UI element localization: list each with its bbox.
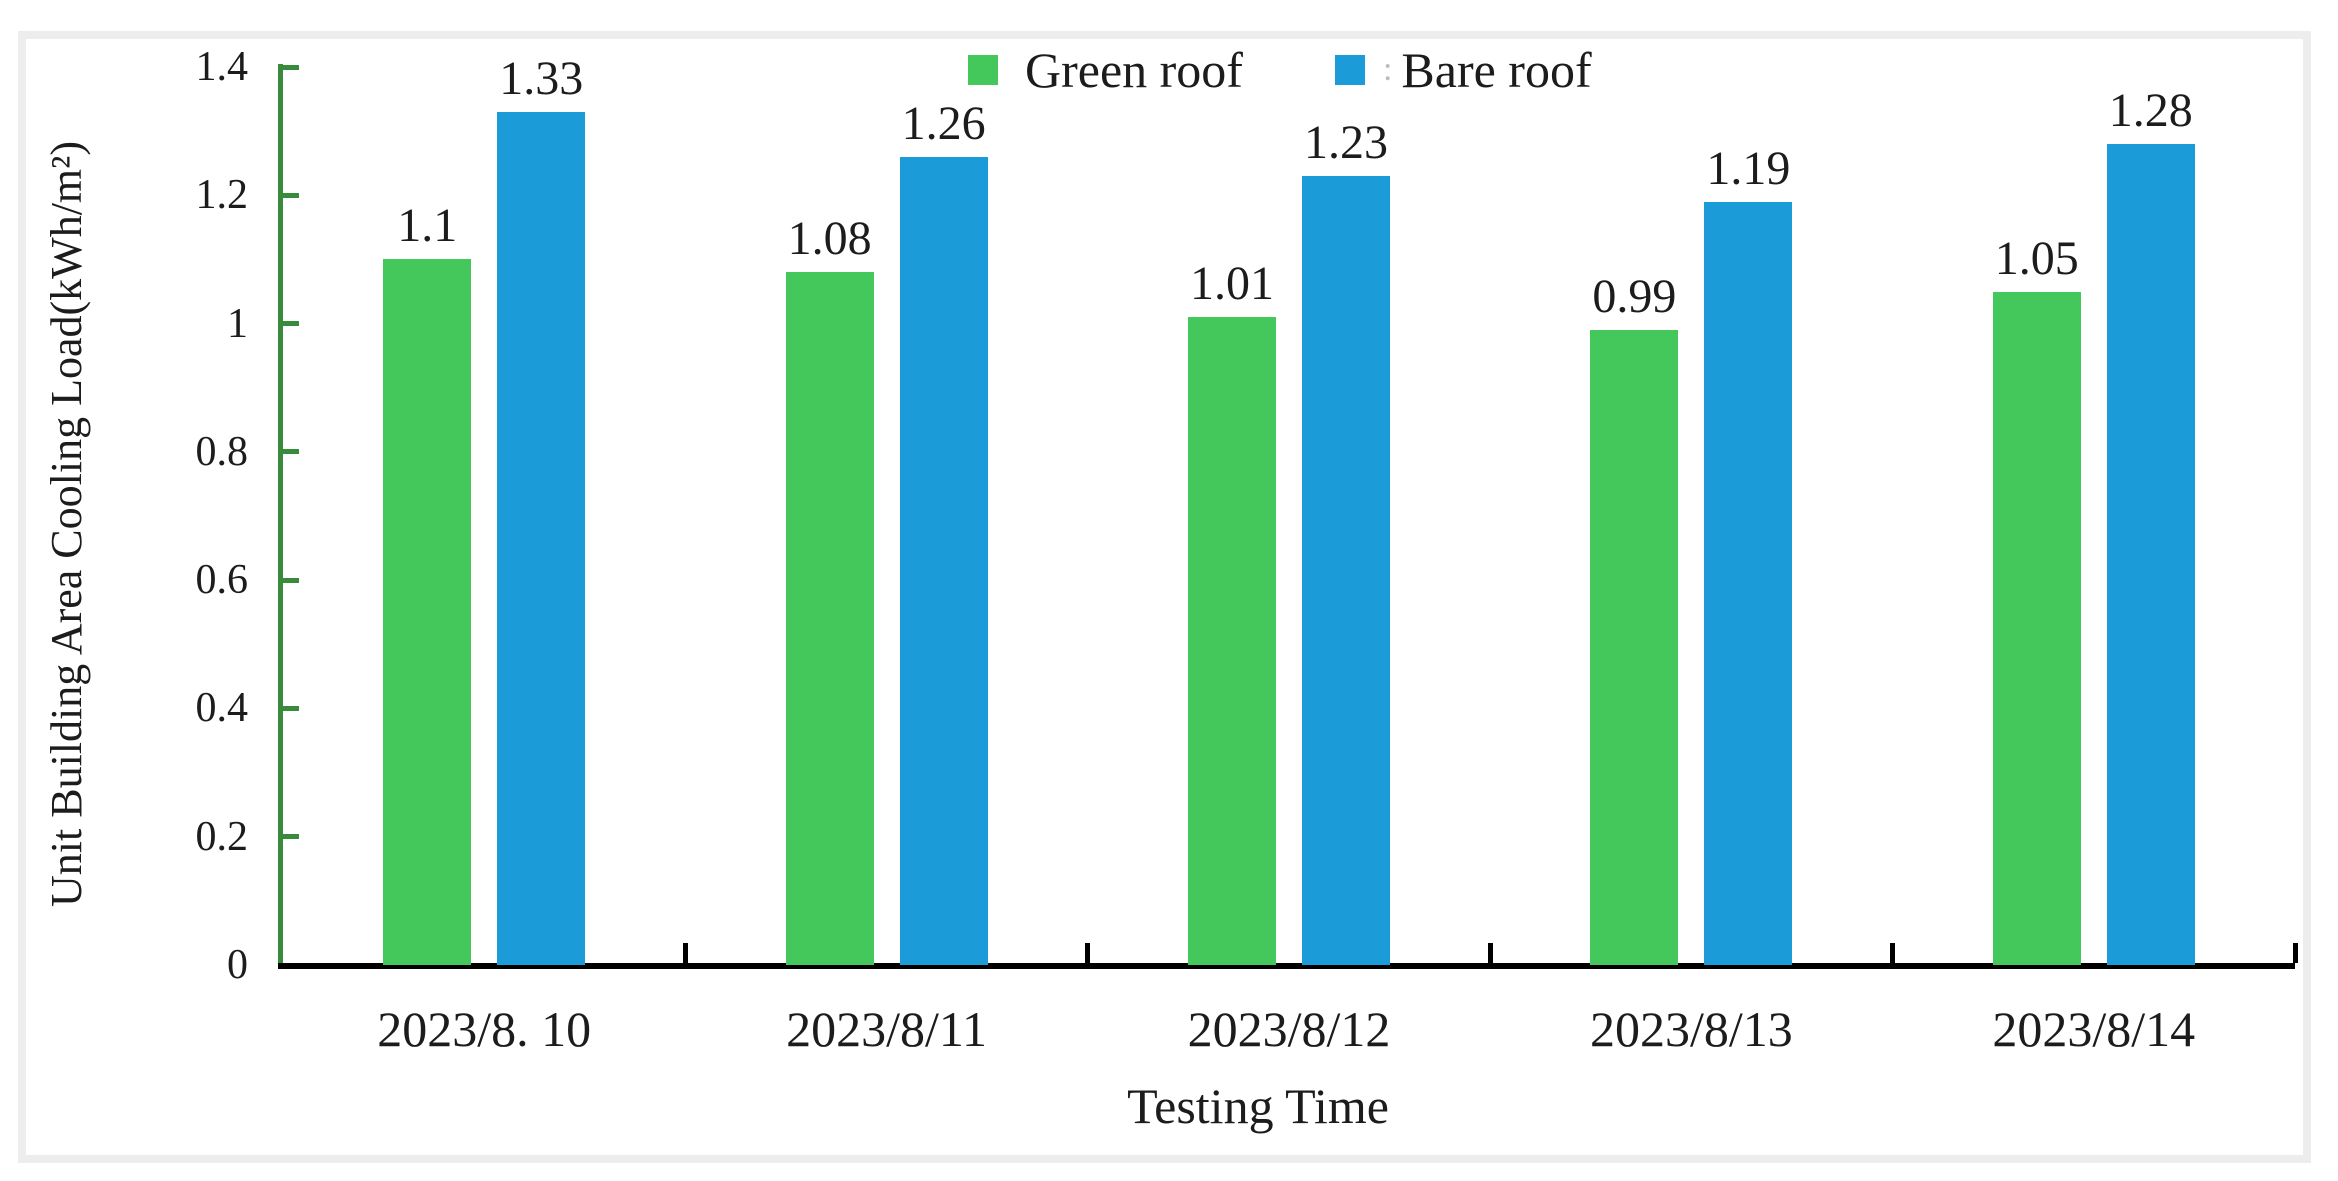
bar-green-roof bbox=[1590, 329, 1679, 965]
bar-value-label: 1.28 bbox=[2108, 83, 2193, 137]
green-roof-swatch-icon bbox=[968, 55, 998, 85]
x-axis-tick bbox=[1085, 943, 1091, 963]
bar-green-roof bbox=[1992, 291, 2081, 965]
bar-bare-roof bbox=[1704, 201, 1793, 965]
y-axis-tick-label: 0.6 bbox=[195, 557, 249, 604]
bar-value-label: 1.08 bbox=[787, 212, 872, 266]
x-axis-tick-label: 2023/8/13 bbox=[1589, 1001, 1793, 1057]
bar-value-label: 1.1 bbox=[397, 199, 458, 253]
y-axis-tick bbox=[283, 705, 299, 711]
x-axis-tick-label: 2023/8/11 bbox=[786, 1001, 988, 1057]
legend-label: Green roof bbox=[1025, 42, 1243, 98]
y-axis-line bbox=[278, 64, 283, 965]
x-axis-tick-label: 2023/8/12 bbox=[1187, 1001, 1391, 1057]
x-axis-line bbox=[278, 963, 2295, 969]
bar-bare-roof bbox=[899, 156, 988, 965]
bar-value-label: 1.01 bbox=[1190, 257, 1274, 311]
y-axis-tick-label: 0 bbox=[227, 942, 248, 988]
legend-item-green-roof: Green roof bbox=[968, 40, 1243, 100]
x-axis-tick bbox=[682, 943, 688, 963]
bar-value-label: 1.23 bbox=[1304, 116, 1388, 170]
bar-value-label: 1.19 bbox=[1706, 141, 1791, 195]
y-axis-tick bbox=[283, 192, 299, 198]
y-axis-tick-label: 1.4 bbox=[195, 44, 249, 90]
bar-bare-roof bbox=[497, 111, 586, 965]
legend: Green roof : Bare roof bbox=[968, 40, 1592, 100]
x-axis-tick-label: 2023/8/14 bbox=[1992, 1001, 2196, 1057]
y-axis-tick-label: 0.8 bbox=[195, 428, 249, 475]
bare-roof-swatch-icon bbox=[1334, 55, 1365, 85]
bar-green-roof bbox=[383, 259, 472, 965]
x-axis-tick bbox=[1487, 943, 1493, 963]
y-axis-tick-label: 0.2 bbox=[195, 813, 249, 860]
y-axis-tick bbox=[283, 64, 299, 70]
bar-value-label: 1.05 bbox=[1994, 231, 2079, 285]
legend-label: Bare roof bbox=[1401, 42, 1592, 98]
y-axis-tick-label: 1.2 bbox=[195, 172, 249, 219]
bar-green-roof bbox=[785, 272, 874, 965]
bar-value-label: 1.33 bbox=[499, 51, 584, 105]
bar-value-label: 0.99 bbox=[1592, 269, 1677, 323]
legend-prefix: : bbox=[1382, 51, 1393, 88]
bar-bare-roof bbox=[2106, 143, 2195, 965]
y-axis-tick bbox=[283, 321, 299, 327]
x-axis-tick-label: 2023/8. 10 bbox=[377, 1001, 592, 1057]
x-axis-title: Testing Time bbox=[1127, 1078, 1389, 1134]
bar-value-label: 1.26 bbox=[901, 96, 986, 150]
y-axis-tick bbox=[283, 449, 299, 455]
legend-item-bare-roof: : Bare roof bbox=[1334, 40, 1592, 100]
y-axis-tick-label: 0.4 bbox=[195, 685, 249, 732]
bar-green-roof bbox=[1188, 317, 1276, 965]
bar-bare-roof bbox=[1302, 176, 1390, 965]
y-axis-tick bbox=[283, 577, 299, 583]
y-axis-tick bbox=[283, 834, 299, 840]
y-axis-tick-label: 1 bbox=[227, 300, 248, 347]
x-axis-tick bbox=[1890, 943, 1896, 963]
x-axis-tick bbox=[2292, 943, 2298, 963]
